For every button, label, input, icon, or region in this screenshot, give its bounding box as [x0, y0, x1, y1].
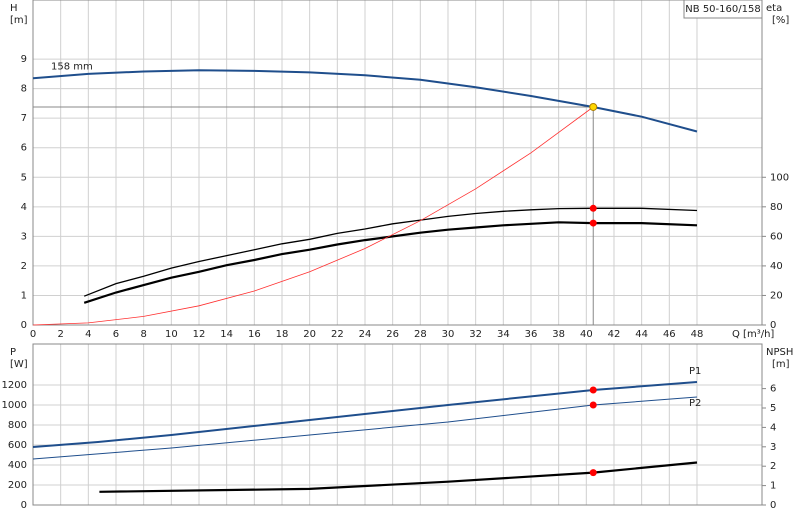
- y-axis-unit: [m]: [10, 15, 28, 26]
- y-tick-label: 3: [21, 231, 27, 242]
- x-tick-label: 48: [691, 329, 704, 340]
- x-tick-label: 30: [442, 329, 455, 340]
- y2-axis-unit: [%]: [772, 15, 789, 26]
- curve: [99, 461, 698, 493]
- operating-point: [589, 469, 597, 477]
- y2-tick-label: 60: [770, 231, 783, 242]
- x-tick-label: 36: [525, 329, 538, 340]
- x-tick-label: 38: [552, 329, 565, 340]
- plot-frame: [32, 343, 763, 506]
- x-tick-label: 2: [57, 329, 63, 340]
- operating-point: [589, 401, 597, 409]
- x-tick-label: 18: [276, 329, 289, 340]
- x-tick-label: 12: [193, 329, 206, 340]
- y-tick-label: 9: [21, 54, 27, 65]
- title-box: [683, 0, 763, 19]
- y-tick-label: 400: [8, 460, 27, 471]
- y-axis-label: H: [10, 3, 18, 14]
- y2-tick-label: 0: [770, 500, 776, 511]
- y2-tick-label: 4: [770, 422, 776, 433]
- y2-tick-label: 5: [770, 403, 776, 414]
- y-tick-label: 800: [8, 420, 27, 431]
- x-tick-label: 24: [359, 329, 372, 340]
- chart-title: NB 50-160/158: [685, 4, 760, 15]
- y-axis-label: P: [10, 347, 16, 358]
- y2-tick-label: 0: [770, 320, 776, 331]
- y2-tick-label: 3: [770, 442, 776, 453]
- curve: [83, 221, 698, 304]
- y2-axis-unit: [m]: [772, 359, 790, 370]
- y-tick-label: 200: [8, 480, 27, 491]
- x-tick-label: 10: [165, 329, 178, 340]
- x-tick-label: 34: [497, 329, 510, 340]
- y2-tick-label: 20: [770, 290, 783, 301]
- x-tick-label: 40: [580, 329, 593, 340]
- y-tick-label: 1000: [2, 400, 27, 411]
- x-tick-label: 26: [386, 329, 399, 340]
- y-axis-unit: [W]: [10, 359, 28, 370]
- y2-tick-label: 6: [770, 384, 776, 395]
- operating-point: [589, 102, 598, 111]
- x-tick-label: 4: [85, 329, 91, 340]
- y2-axis-label: NPSH: [766, 347, 793, 358]
- operating-point: [589, 219, 597, 227]
- x-tick-label: 14: [220, 329, 233, 340]
- x-tick-label: 42: [608, 329, 621, 340]
- x-tick-label: 8: [140, 329, 146, 340]
- y2-axis-label: eta: [766, 3, 782, 14]
- y-tick-label: 0: [21, 500, 27, 511]
- operating-point: [589, 204, 597, 212]
- y2-tick-label: 80: [770, 202, 783, 213]
- y2-tick-label: 40: [770, 261, 783, 272]
- curve: [83, 207, 698, 297]
- y-tick-label: 1200: [2, 380, 27, 391]
- x-tick-label: 28: [414, 329, 427, 340]
- y-tick-label: 4: [21, 202, 27, 213]
- x-tick-label: 0: [30, 329, 36, 340]
- y2-tick-label: 2: [770, 461, 776, 472]
- curve: [32, 396, 698, 460]
- x-tick-label: 16: [248, 329, 261, 340]
- y-tick-label: 7: [21, 113, 27, 124]
- plot-frame: [32, 0, 763, 326]
- y-tick-label: 0: [21, 320, 27, 331]
- y2-tick-label: 100: [770, 172, 789, 183]
- y-tick-label: 2: [21, 261, 27, 272]
- x-tick-label: 22: [331, 329, 344, 340]
- x-axis-label: Q [m³/h]: [732, 329, 774, 340]
- curve: [32, 106, 594, 326]
- operating-point: [589, 386, 597, 394]
- x-tick-label: 20: [303, 329, 316, 340]
- curve-label: P1: [689, 366, 701, 377]
- y-tick-label: 6: [21, 143, 27, 154]
- x-tick-label: 44: [635, 329, 648, 340]
- y-tick-label: 1: [21, 290, 27, 301]
- y-tick-label: 8: [21, 84, 27, 95]
- y-tick-label: 5: [21, 172, 27, 183]
- y-tick-label: 600: [8, 440, 27, 451]
- x-tick-label: 6: [113, 329, 119, 340]
- y2-tick-label: 1: [770, 481, 776, 492]
- curve-label: P2: [689, 398, 701, 409]
- curve-label: 158 mm: [51, 61, 93, 72]
- x-tick-label: 46: [663, 329, 676, 340]
- x-tick-label: 32: [469, 329, 482, 340]
